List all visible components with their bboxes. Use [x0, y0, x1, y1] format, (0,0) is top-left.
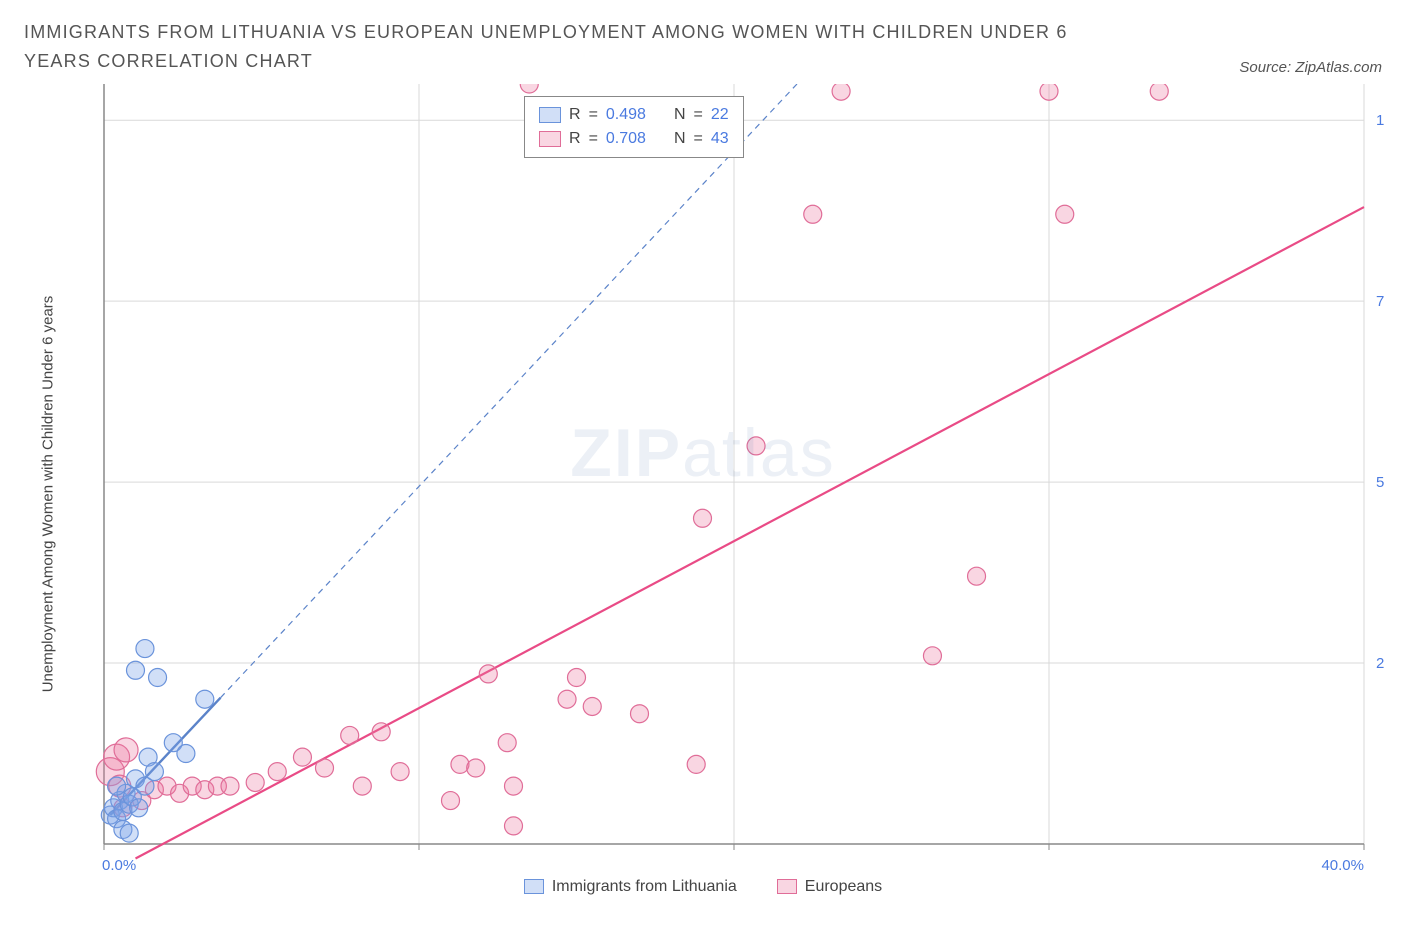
legend-swatch-pink [539, 131, 561, 147]
legend-label-pink: Europeans [805, 878, 882, 896]
svg-text:25.0%: 25.0% [1376, 655, 1384, 672]
svg-text:50.0%: 50.0% [1376, 474, 1384, 491]
source-credit: Source: ZipAtlas.com [1239, 59, 1382, 76]
legend-label-blue: Immigrants from Lithuania [552, 878, 737, 896]
svg-text:0.0%: 0.0% [102, 857, 136, 874]
legend-swatch-blue-icon [524, 879, 544, 894]
bottom-legend: Immigrants from Lithuania Europeans [24, 878, 1382, 896]
svg-text:75.0%: 75.0% [1376, 293, 1384, 310]
y-axis-label: Unemployment Among Women with Children U… [40, 295, 57, 692]
legend-swatch-blue [539, 107, 561, 123]
chart-title: IMMIGRANTS FROM LITHUANIA VS EUROPEAN UN… [24, 18, 1124, 76]
svg-text:100.0%: 100.0% [1376, 112, 1384, 129]
scatter-chart: 25.0% 50.0% 75.0% 100.0% 0.0% 40.0% [44, 84, 1384, 884]
svg-text:40.0%: 40.0% [1321, 857, 1364, 874]
legend-swatch-pink-icon [777, 879, 797, 894]
stats-legend: R = 0.498 N = 22 R = 0.708 N = 43 [524, 96, 744, 158]
